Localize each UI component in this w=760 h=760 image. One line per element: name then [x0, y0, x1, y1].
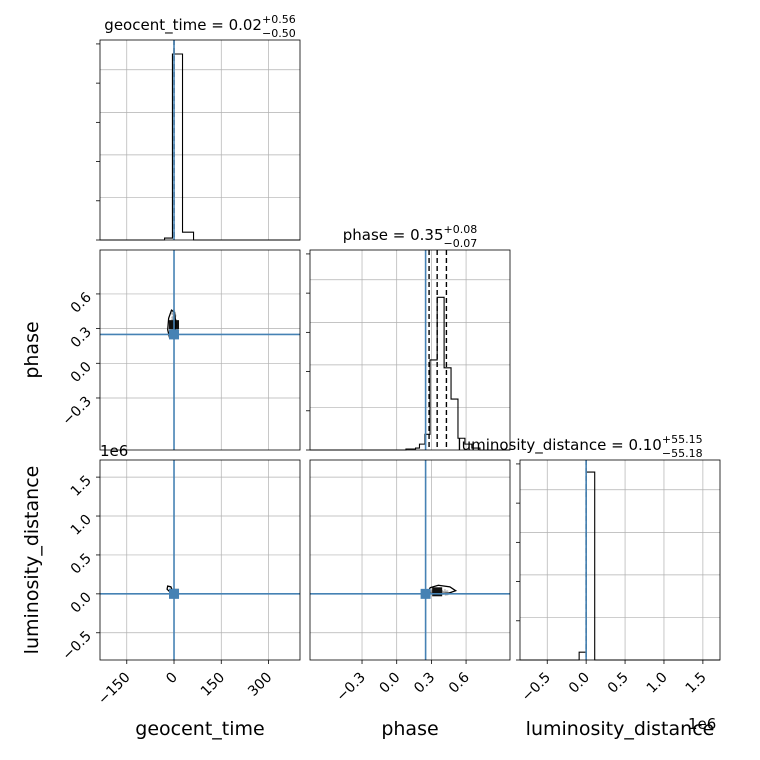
panel-frame-geocent_time-luminosity_distance	[99, 459, 301, 661]
panel-frame-phase-luminosity_distance	[309, 459, 511, 661]
y-tick-label: 1.0	[68, 512, 95, 539]
x-tick-label: 150	[198, 670, 228, 700]
histogram-luminosity_distance	[520, 471, 720, 661]
panel-title-phase: phase = 0.35+0.08	[343, 223, 478, 244]
x-tick-label: 0.0	[376, 670, 403, 697]
y-tick-label: 1.5	[68, 473, 95, 500]
y-tick-label: 0.5	[68, 550, 95, 577]
y-tick-label: 0.6	[68, 289, 95, 316]
x-tick-label: 300	[245, 670, 275, 700]
x-tick-label: −0.5	[519, 670, 554, 705]
x-tick-label: 1.0	[644, 670, 671, 697]
x-tick-label: 1.5	[683, 670, 710, 697]
truth-marker	[420, 588, 431, 599]
x-tick-label: 0.0	[566, 670, 593, 697]
panel-title-geocent_time: geocent_time = 0.02+0.56	[104, 13, 295, 35]
y-tick-label: −0.5	[59, 628, 94, 663]
x-tick-label: 0.5	[605, 670, 632, 697]
y-tick-label: −0.3	[59, 393, 94, 428]
y-tick-label: 0.0	[68, 359, 95, 386]
histogram-geocent_time	[100, 53, 300, 241]
x-axis-label-luminosity_distance: luminosity_distance	[526, 718, 715, 740]
panel-title-sub-phase: −0.07	[444, 237, 478, 250]
x-tick-label: 0.6	[446, 669, 473, 696]
y-tick-label: 0.3	[68, 324, 95, 351]
x-tick-label: −150	[95, 670, 134, 709]
y-axis-label-luminosity_distance: luminosity_distance	[21, 466, 43, 655]
panel-frame-geocent_time-phase	[99, 249, 301, 451]
panel-title-sub-geocent_time: −0.50	[262, 27, 296, 40]
x-axis-label-geocent_time: geocent_time	[135, 718, 264, 740]
truth-marker	[169, 588, 180, 599]
density-core	[432, 587, 443, 597]
y-axis-label-phase: phase	[21, 321, 43, 378]
panel-frame-phase	[309, 249, 511, 451]
histogram-phase	[310, 296, 510, 451]
truth-marker	[169, 329, 180, 340]
x-axis-label-phase: phase	[381, 718, 438, 740]
panel-frame-luminosity_distance	[519, 459, 721, 661]
panel-frame-geocent_time	[99, 39, 301, 241]
x-tick-label: 0.3	[411, 670, 438, 697]
sample-point	[443, 588, 446, 592]
x-offset-text: 1e6	[688, 715, 716, 733]
x-tick-label: 0	[163, 670, 181, 688]
y-offset-text: 1e6	[100, 442, 128, 460]
y-tick-label: 0.0	[68, 589, 95, 616]
panel-title-sub-luminosity_distance: −55.18	[662, 447, 703, 460]
x-tick-label: −0.3	[333, 670, 368, 705]
sample-point	[445, 590, 448, 593]
panel-title-luminosity_distance: luminosity_distance = 0.10+55.15	[457, 433, 702, 455]
